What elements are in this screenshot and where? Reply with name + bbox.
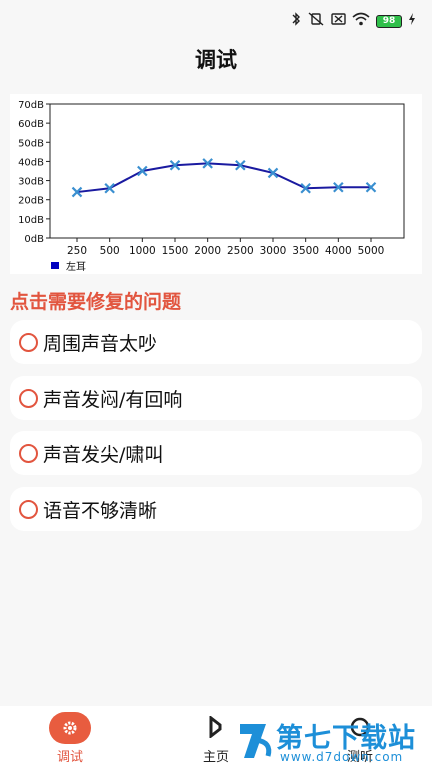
watermark-url: www.d7down.com — [280, 750, 404, 764]
problem-label: 语音不够清晰 — [43, 499, 158, 522]
data-point-marker — [300, 182, 311, 194]
x-tick-label: 250 — [67, 245, 87, 257]
tab-label: 测听 — [346, 750, 373, 765]
tab-label: 调试 — [56, 750, 83, 765]
gear-icon[interactable] — [49, 712, 91, 744]
y-tick-label: 30dB — [18, 177, 44, 188]
problem-option-muffled[interactable]: 声音发闷/有回响 — [10, 376, 422, 420]
hearing-test-icon[interactable] — [310, 716, 410, 744]
home-icon[interactable] — [166, 714, 266, 744]
data-point-marker — [71, 186, 83, 198]
x-tick-label: 2000 — [194, 245, 221, 257]
x-tick-label: 5000 — [358, 245, 385, 257]
series-line — [76, 162, 371, 194]
bottom-nav: 调试 主页 测听 — [0, 706, 432, 768]
data-point-marker — [365, 181, 377, 193]
data-point-marker — [104, 182, 115, 194]
charging-bolt-icon — [408, 13, 416, 29]
x-tick-label: 4000 — [325, 245, 352, 257]
watermark-title: 第七下载站 — [276, 723, 416, 754]
status-bar: 98 — [0, 0, 432, 40]
x-tick-label: 2500 — [227, 245, 254, 257]
problem-label: 声音发尖/啸叫 — [43, 443, 164, 466]
y-tick-label: 40dB — [18, 157, 44, 168]
watermark-logo-icon — [236, 718, 276, 762]
tab-home[interactable]: 主页 — [166, 706, 266, 768]
vibrate-off-icon — [307, 12, 325, 30]
problem-label: 周围声音太吵 — [43, 332, 158, 355]
x-tick-label: 1500 — [162, 245, 189, 257]
problem-option-noise[interactable]: 周围声音太吵 — [10, 320, 422, 364]
problem-option-sharp[interactable]: 声音发尖/啸叫 — [10, 431, 422, 475]
problems-section-title: 点击需要修复的问题 — [10, 291, 182, 313]
x-tick-label: 3500 — [292, 245, 319, 257]
data-point-marker — [202, 158, 213, 169]
data-point-marker — [169, 159, 181, 171]
problem-option-unclear-speech[interactable]: 语音不够清晰 — [10, 487, 422, 531]
data-point-marker — [333, 181, 344, 193]
x-tick-label: 1000 — [129, 245, 156, 257]
problem-label: 声音发闷/有回响 — [43, 388, 183, 411]
y-tick-label: 10dB — [18, 215, 44, 226]
tab-label: 主页 — [202, 750, 229, 765]
y-tick-label: 50dB — [18, 138, 44, 149]
audiogram-svg: 0dB 10dB 20dB 30dB 40dB 50dB 60dB 70dB 250 500 100… — [18, 100, 405, 273]
wifi-icon — [352, 12, 370, 30]
page-title: 调试 — [195, 48, 237, 72]
status-icons: 98 — [291, 12, 416, 30]
battery-level: 98 — [376, 14, 402, 28]
legend-label: 左耳 — [66, 260, 86, 273]
y-tick-label: 70dB — [18, 100, 44, 111]
no-sim-icon — [331, 12, 346, 30]
tab-tuning[interactable]: 调试 — [20, 706, 120, 768]
radio-circle-icon[interactable] — [19, 388, 38, 408]
audiogram-chart: 0dB 10dB 20dB 30dB 40dB 50dB 60dB 70dB 250 500 100… — [10, 94, 422, 274]
data-point-marker — [137, 165, 148, 177]
y-tick-label: 60dB — [18, 119, 44, 130]
data-point-marker — [235, 159, 246, 171]
radio-circle-icon[interactable] — [19, 499, 38, 519]
y-tick-label: 0dB — [24, 234, 44, 245]
x-tick-label: 3000 — [260, 245, 287, 257]
plot-frame — [49, 103, 405, 239]
watermark: 第七下载站 www.d7down.com — [236, 716, 426, 766]
data-point-marker — [267, 167, 279, 179]
legend-swatch — [51, 262, 59, 269]
bluetooth-icon — [291, 12, 301, 30]
radio-circle-icon[interactable] — [19, 332, 38, 352]
radio-circle-icon[interactable] — [19, 443, 38, 463]
x-tick-label: 500 — [100, 245, 120, 257]
tab-hearing-test[interactable]: 测听 — [310, 706, 410, 768]
y-tick-label: 20dB — [18, 196, 44, 207]
